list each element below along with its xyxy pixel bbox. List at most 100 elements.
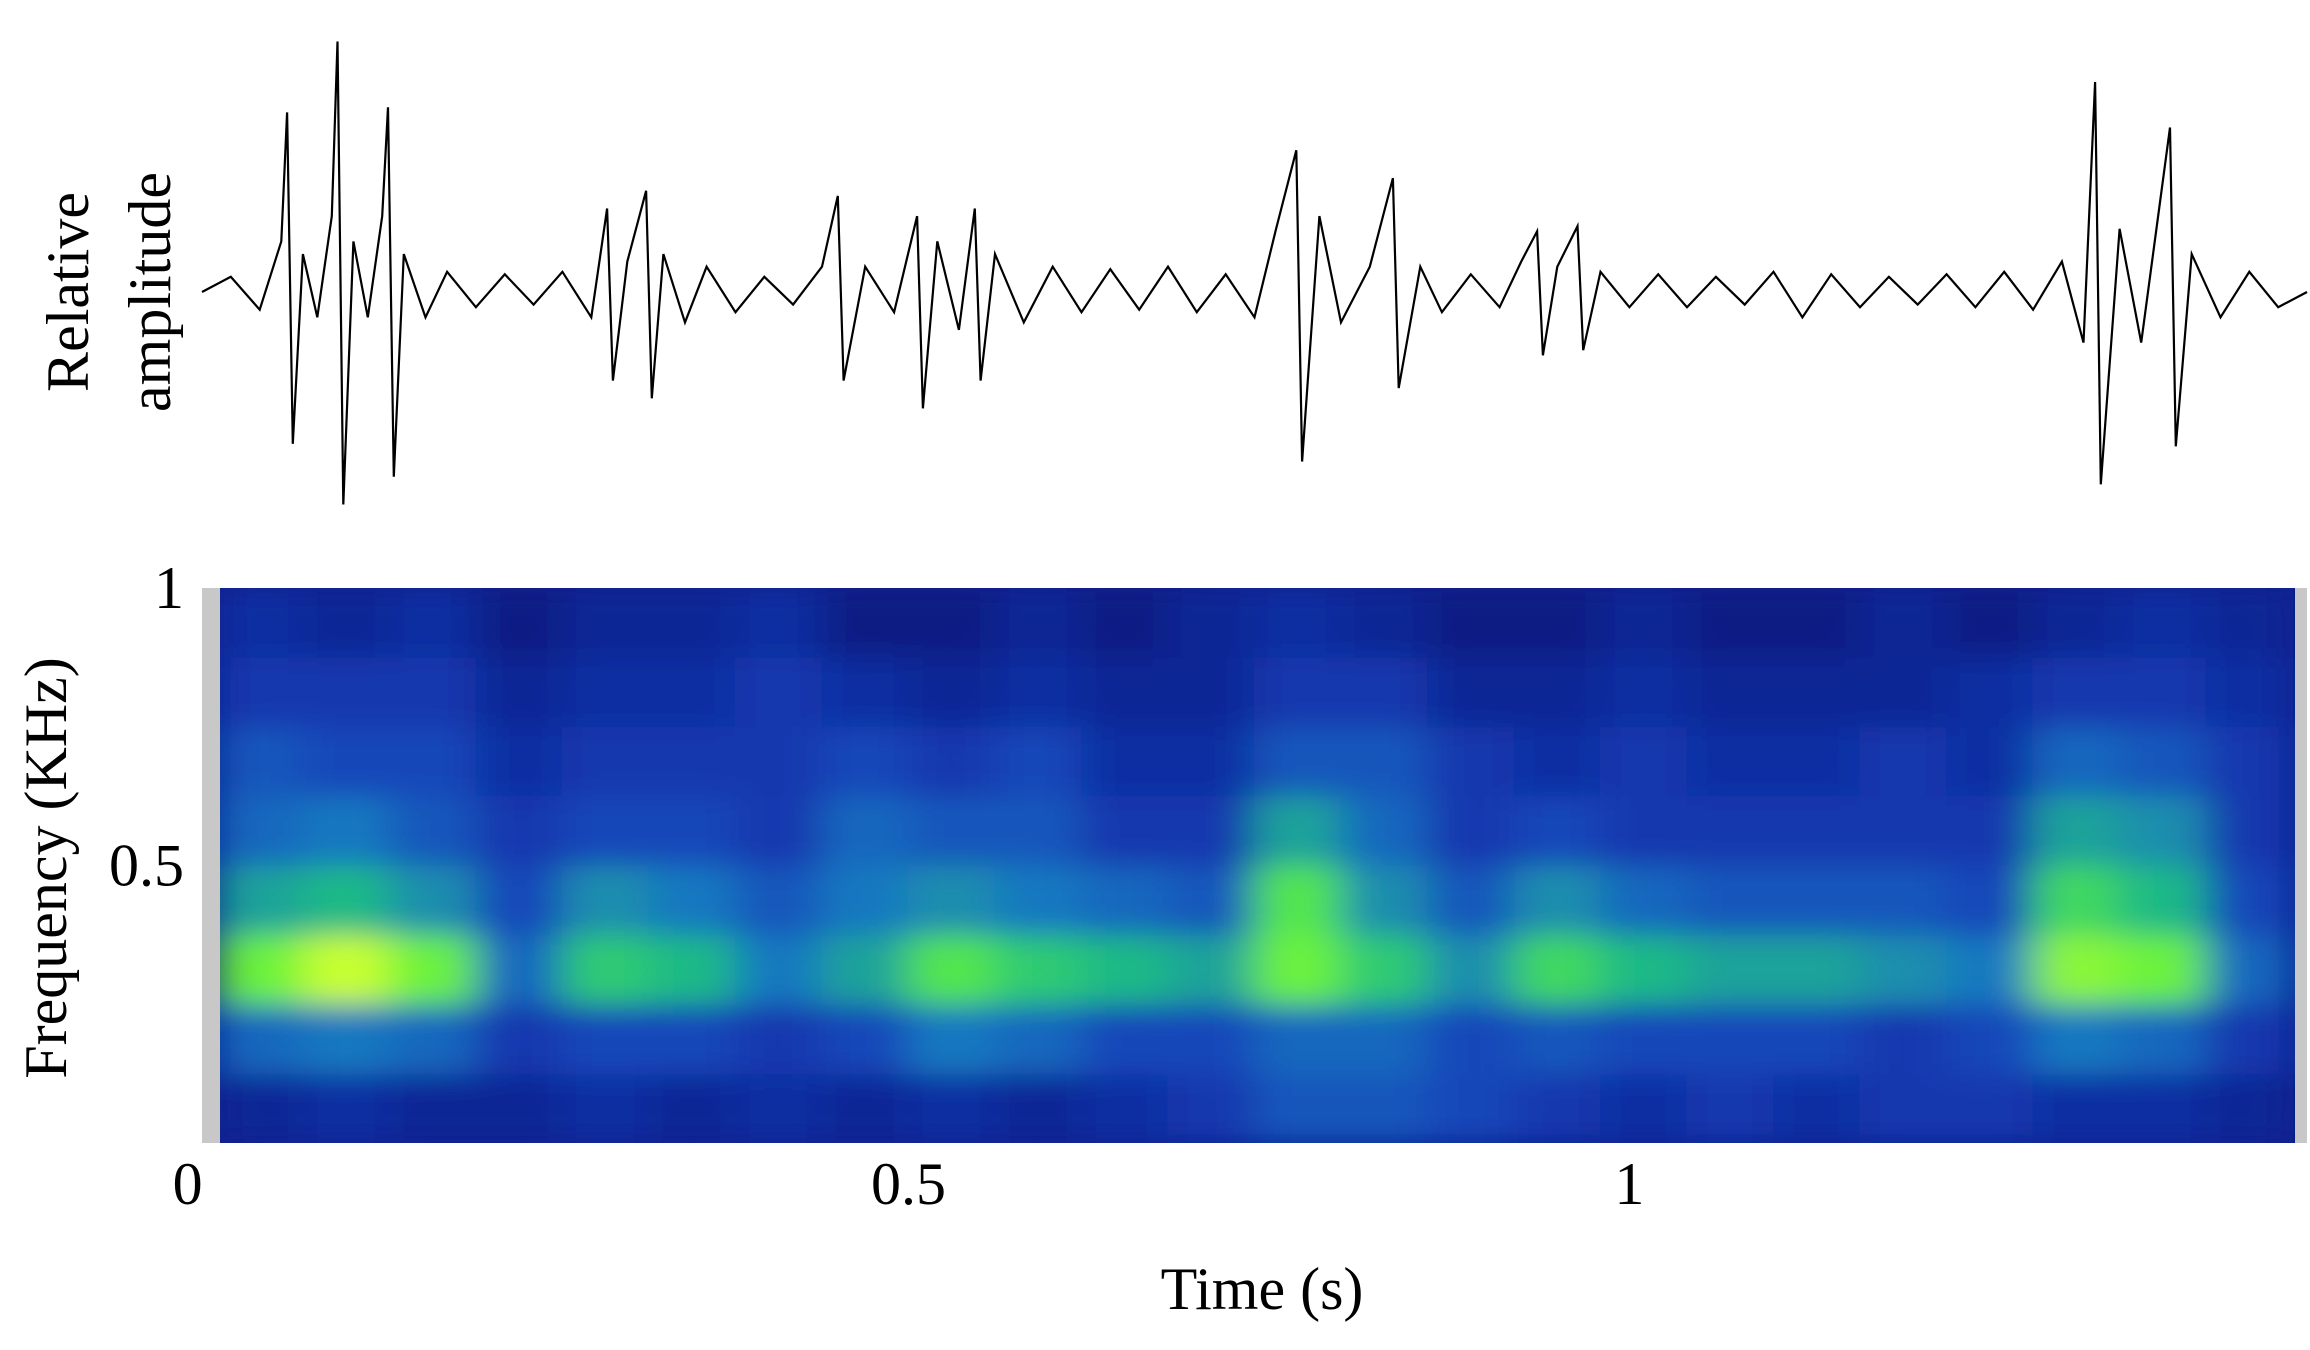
- y-tick-label: 0.5: [109, 832, 184, 898]
- heat-cell: [734, 865, 823, 936]
- heat-cell: [1513, 726, 1602, 797]
- heat-cell: [302, 588, 390, 658]
- heat-cell: [475, 795, 563, 866]
- heat-cell: [1427, 795, 1515, 866]
- heat-cell: [1773, 588, 1861, 658]
- heat-cell: [1686, 865, 1775, 936]
- heat-cell: [1167, 588, 1255, 658]
- heat-cell: [1340, 1073, 1429, 1143]
- heat-cell: [561, 865, 650, 936]
- heat-cell: [561, 934, 650, 1005]
- heat-cell: [648, 726, 736, 797]
- heat-cell: [2032, 1073, 2121, 1143]
- heat-cell: [2032, 865, 2121, 936]
- heat-cell: [1686, 588, 1775, 658]
- heat-cell: [561, 1003, 650, 1075]
- heat-cell: [1859, 656, 1948, 728]
- heat-cell: [1859, 1003, 1948, 1075]
- heat-cell: [2032, 726, 2121, 797]
- heat-cell: [220, 934, 304, 1005]
- heat-cell: [220, 795, 304, 866]
- heat-cell: [734, 656, 823, 728]
- left-edge: [202, 588, 220, 1143]
- heat-cell: [220, 726, 304, 797]
- heat-cell: [388, 795, 477, 866]
- heat-cell: [475, 1073, 563, 1143]
- heat-cell: [821, 726, 909, 797]
- heat-cell: [2119, 795, 2207, 866]
- heat-cell: [1254, 865, 1342, 936]
- heat-cell: [2032, 656, 2121, 728]
- heat-cell: [1773, 865, 1861, 936]
- heat-cell: [2119, 1003, 2207, 1075]
- heat-cell: [1080, 726, 1169, 797]
- spectrogram-cells: [220, 588, 2294, 1143]
- heat-cell: [220, 588, 304, 658]
- heat-cell: [821, 865, 909, 936]
- x-tick-label: 1: [1614, 1151, 1644, 1217]
- heat-cell: [821, 1003, 909, 1075]
- heat-cell: [1427, 1003, 1515, 1075]
- heat-cell: [1167, 726, 1255, 797]
- heat-cell: [1427, 656, 1515, 728]
- heat-cell: [1167, 656, 1255, 728]
- heat-cell: [734, 795, 823, 866]
- heat-cell: [302, 795, 390, 866]
- heat-cell: [1080, 795, 1169, 866]
- heat-cell: [561, 726, 650, 797]
- heat-cell: [1686, 934, 1775, 1005]
- heat-cell: [907, 588, 996, 658]
- heat-cell: [1513, 934, 1602, 1005]
- heat-cell: [1946, 588, 2034, 658]
- heat-cell: [1167, 865, 1255, 936]
- heat-cell: [1080, 865, 1169, 936]
- heat-cell: [1946, 795, 2034, 866]
- heat-cell: [994, 795, 1082, 866]
- y-axis-title: Frequency (KHz): [13, 657, 79, 1079]
- heat-cell: [1946, 726, 2034, 797]
- heat-cell: [302, 1073, 390, 1143]
- heat-cell: [907, 795, 996, 866]
- heat-cell: [2205, 656, 2294, 728]
- heat-cell: [1600, 865, 1688, 936]
- heat-cell: [1946, 656, 2034, 728]
- heat-cell: [388, 656, 477, 728]
- heat-cell: [1773, 934, 1861, 1005]
- heat-cell: [821, 934, 909, 1005]
- heat-cell: [648, 1073, 736, 1143]
- x-tick-label: 0: [173, 1151, 203, 1217]
- heat-cell: [388, 588, 477, 658]
- heat-cell: [734, 726, 823, 797]
- heat-cell: [1254, 1073, 1342, 1143]
- heat-cell: [1859, 795, 1948, 866]
- heat-cell: [648, 1003, 736, 1075]
- heat-cell: [388, 934, 477, 1005]
- heat-cell: [2205, 1073, 2294, 1143]
- heat-cell: [821, 1073, 909, 1143]
- heat-cell: [1600, 1073, 1688, 1143]
- heat-cell: [2032, 588, 2121, 658]
- heat-cell: [1080, 588, 1169, 658]
- heat-cell: [2205, 865, 2294, 936]
- heat-cell: [475, 1003, 563, 1075]
- heat-cell: [302, 934, 390, 1005]
- heat-cell: [2119, 1073, 2207, 1143]
- heat-cell: [1859, 726, 1948, 797]
- heat-cell: [1600, 795, 1688, 866]
- heat-cell: [2032, 1003, 2121, 1075]
- heat-cell: [388, 865, 477, 936]
- heat-cell: [1600, 1003, 1688, 1075]
- x-axis-title: Time (s): [1161, 1256, 1364, 1322]
- heat-cell: [475, 588, 563, 658]
- x-tick-label: 0.5: [871, 1151, 946, 1217]
- heat-cell: [1167, 795, 1255, 866]
- heat-cell: [1080, 1003, 1169, 1075]
- heat-cell: [1773, 726, 1861, 797]
- heat-cell: [1427, 726, 1515, 797]
- heat-cell: [1080, 656, 1169, 728]
- heat-cell: [2205, 726, 2294, 797]
- heat-cell: [2119, 865, 2207, 936]
- heat-cell: [475, 656, 563, 728]
- heat-cell: [994, 588, 1082, 658]
